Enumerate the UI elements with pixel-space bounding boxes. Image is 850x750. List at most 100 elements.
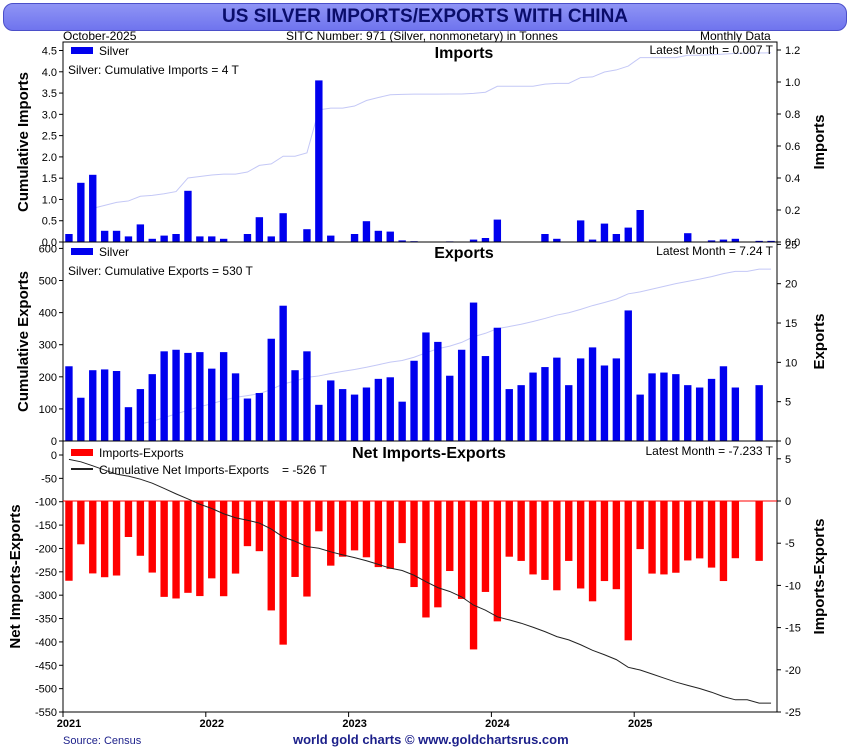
exports-bar [600, 365, 609, 441]
net-bar [327, 501, 335, 566]
net-bar [148, 501, 156, 573]
net-legend-swatch [71, 449, 93, 456]
net-bar [267, 501, 275, 611]
imports-bar [386, 231, 394, 242]
left-tick-label: 300 [39, 340, 57, 352]
net-bar [612, 501, 621, 590]
imports-bar [362, 221, 371, 242]
right-axis-label: Exports [811, 314, 828, 370]
exports-bar [112, 370, 121, 441]
imports-bar [243, 234, 252, 242]
net-bar [208, 501, 216, 579]
imports-bar [136, 224, 145, 242]
left-tick-label: -400 [35, 637, 57, 649]
net-legend-label: Imports-Exports [99, 446, 184, 460]
left-tick-label: 400 [39, 308, 57, 320]
net-bar [172, 501, 180, 599]
left-tick-label: -450 [35, 660, 57, 672]
exports-bar [731, 387, 740, 441]
exports-bar [457, 349, 466, 441]
left-tick-label: 0 [51, 436, 57, 448]
right-tick-label: 1.2 [785, 45, 800, 57]
left-tick-label: -550 [35, 707, 57, 719]
right-tick-label: 20 [785, 279, 797, 291]
imports-bar [553, 238, 561, 242]
left-tick-label: 600 [39, 243, 57, 255]
x-tick-label: 2023 [342, 718, 366, 730]
right-tick-label: 0.0 [785, 237, 800, 249]
imports-bar [374, 230, 383, 242]
left-tick-label: -350 [35, 614, 57, 626]
imports-bar [65, 234, 73, 242]
exports-bar [636, 394, 644, 441]
imports-bar [112, 230, 121, 242]
exports-bar [65, 366, 73, 441]
net-bar [77, 501, 85, 545]
exports-bar [374, 378, 383, 441]
net-bar [136, 501, 145, 556]
exports-bar [196, 352, 204, 441]
net-bar [660, 501, 668, 575]
imports-bar [469, 239, 478, 242]
exports-bar [446, 375, 454, 441]
imports-bar [184, 190, 192, 242]
net-bar [481, 501, 490, 592]
left-tick-label: -200 [35, 543, 57, 555]
x-tick-label: 2021 [57, 718, 81, 730]
net-bar [446, 501, 454, 572]
left-tick-label: 0.0 [42, 237, 57, 249]
net-bar [588, 501, 597, 602]
exports-bar [315, 404, 323, 441]
plot-area-exports [62, 241, 778, 442]
imports-bar [327, 235, 335, 242]
net-bar [65, 501, 73, 581]
imports-bar [219, 238, 228, 242]
net-bar [565, 501, 573, 561]
net-bar [100, 501, 109, 578]
net-bar [434, 501, 442, 608]
exports-bar [100, 369, 109, 441]
net-legend2-label: Cumulative Net Imports-Exports [99, 463, 269, 477]
net-bar [410, 501, 418, 588]
imports-bar [684, 233, 692, 242]
net-bar [196, 501, 204, 597]
imports-cumulative-label: Silver: Cumulative Imports = 4 T [68, 63, 240, 77]
right-tick-label: -15 [785, 623, 801, 635]
imports-bar [541, 234, 549, 242]
imports-bar [208, 236, 216, 242]
exports-bar [422, 332, 430, 441]
panel-title: Imports [435, 45, 494, 62]
left-tick-label: 2.5 [42, 131, 57, 143]
exports-bar [553, 357, 561, 441]
imports-bar [731, 238, 740, 242]
exports-bar [660, 372, 668, 441]
plot-area-imports [62, 41, 778, 243]
net-bar [124, 501, 133, 537]
net-bar [648, 501, 656, 574]
net-bar [279, 501, 287, 645]
net-bar [719, 501, 728, 582]
exports-cumulative-label: Silver: Cumulative Exports = 530 T [68, 264, 254, 278]
exports-bar [719, 366, 728, 441]
right-tick-label: -10 [785, 580, 801, 592]
x-tick-label: 2025 [628, 718, 652, 730]
exports-bar [576, 358, 585, 441]
net-bar [362, 501, 371, 558]
exports-bar [469, 302, 478, 441]
imports-bar [707, 240, 716, 242]
exports-bar [493, 327, 502, 441]
right-tick-label: 5 [785, 397, 791, 409]
panel-title: Net Imports-Exports [352, 445, 506, 462]
exports-latest-label: Latest Month = 7.24 T [656, 244, 774, 258]
imports-bar [315, 80, 323, 243]
exports-bar [707, 378, 716, 441]
imports-bar [303, 229, 311, 242]
net-bar [731, 501, 740, 559]
imports-bar [124, 236, 133, 242]
left-axis-label: Net Imports-Exports [7, 504, 24, 648]
net-bar [350, 501, 359, 551]
exports-bar [684, 385, 692, 441]
left-tick-label: -150 [35, 520, 57, 532]
imports-bar [755, 240, 763, 242]
